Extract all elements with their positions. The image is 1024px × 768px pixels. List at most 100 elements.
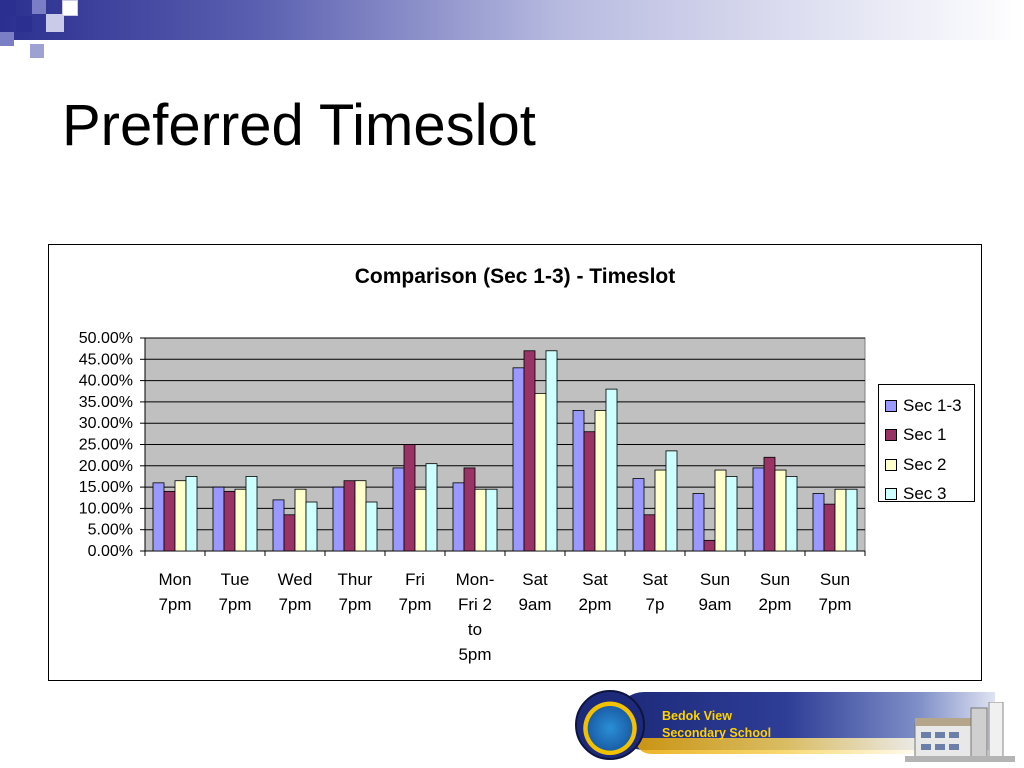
school-name-line: Bedok View bbox=[662, 709, 732, 723]
x-tick-label: 7pm bbox=[818, 595, 851, 614]
decorative-square bbox=[0, 32, 14, 46]
bar bbox=[403, 444, 416, 552]
x-tick-label: 7pm bbox=[158, 595, 191, 614]
school-name: Bedok View Secondary School bbox=[662, 708, 771, 742]
x-tick-label: Fri bbox=[405, 570, 425, 589]
x-tick-label: 7pm bbox=[218, 595, 251, 614]
y-tick-label: 30.00% bbox=[79, 415, 133, 432]
bar bbox=[632, 478, 645, 552]
bar bbox=[234, 488, 247, 552]
x-tick-label: Sat bbox=[582, 570, 608, 589]
bar bbox=[703, 539, 716, 552]
x-tick-label: 7pm bbox=[278, 595, 311, 614]
bar bbox=[452, 482, 465, 552]
footer-wave bbox=[635, 738, 935, 754]
bar bbox=[654, 469, 667, 552]
bar bbox=[823, 503, 836, 552]
chart-legend: Sec 1-3 Sec 1 Sec 2 Sec 3 bbox=[878, 384, 975, 503]
bar bbox=[272, 499, 285, 552]
bar bbox=[785, 476, 798, 552]
bar bbox=[185, 476, 198, 552]
x-tick-label: 7pm bbox=[398, 595, 431, 614]
bar bbox=[523, 350, 536, 552]
school-building-icon bbox=[905, 702, 1015, 762]
bar bbox=[845, 488, 858, 552]
y-tick-label: 45.00% bbox=[79, 351, 133, 368]
bar bbox=[774, 469, 787, 552]
x-tick-label: 9am bbox=[698, 595, 731, 614]
x-tick-label: to bbox=[468, 620, 482, 639]
bar bbox=[305, 501, 318, 552]
bar bbox=[283, 514, 296, 552]
decorative-square bbox=[32, 0, 46, 14]
school-name-line: Secondary School bbox=[662, 726, 772, 740]
bar bbox=[485, 488, 498, 552]
bar bbox=[834, 488, 847, 552]
x-tick-label: Mon- bbox=[456, 570, 495, 589]
bar bbox=[605, 388, 618, 552]
x-tick-label: 5pm bbox=[458, 645, 491, 664]
bar bbox=[545, 350, 558, 552]
legend-label: Sec 3 bbox=[903, 484, 947, 504]
decorative-square bbox=[0, 0, 16, 16]
decorative-square bbox=[62, 0, 78, 16]
y-tick-label: 15.00% bbox=[79, 479, 133, 496]
bar bbox=[223, 490, 236, 552]
decorative-square bbox=[16, 16, 32, 32]
bar bbox=[714, 469, 727, 552]
legend-item: Sec 3 bbox=[885, 480, 974, 510]
bar bbox=[512, 367, 525, 552]
x-tick-label: 7p bbox=[646, 595, 665, 614]
x-tick-label: Fri 2 bbox=[458, 595, 492, 614]
chart-title: Comparison (Sec 1-3) - Timeslot bbox=[354, 265, 676, 288]
legend-swatch bbox=[885, 399, 897, 412]
x-tick-label: Sat bbox=[522, 570, 548, 589]
x-tick-label: 7pm bbox=[338, 595, 371, 614]
x-tick-label: Mon bbox=[158, 570, 191, 589]
y-tick-label: 50.00% bbox=[79, 330, 133, 347]
x-tick-label: Wed bbox=[278, 570, 313, 589]
header-gradient-band bbox=[0, 0, 1024, 40]
decorative-square bbox=[46, 14, 64, 32]
y-tick-label: 5.00% bbox=[88, 522, 133, 539]
bar bbox=[643, 514, 656, 552]
legend-swatch bbox=[885, 458, 897, 471]
bar bbox=[812, 493, 825, 552]
bar bbox=[763, 456, 776, 552]
bar-chart: 0.00% 5.00% 10.00% 15.00% 20.00% 25.00% 30.00%… bbox=[79, 330, 866, 664]
bar bbox=[414, 488, 427, 552]
bar bbox=[425, 463, 438, 552]
bar bbox=[752, 467, 765, 552]
bar bbox=[665, 450, 678, 552]
bar bbox=[354, 480, 367, 552]
bar bbox=[572, 410, 585, 552]
y-tick-label: 25.00% bbox=[79, 437, 133, 454]
bar bbox=[212, 486, 225, 552]
decorative-square bbox=[30, 44, 44, 58]
legend-item: Sec 1 bbox=[885, 421, 974, 451]
x-tick-label: Sun bbox=[820, 570, 850, 589]
legend-swatch bbox=[885, 429, 897, 442]
bar bbox=[392, 467, 405, 552]
bar bbox=[332, 486, 345, 552]
bar bbox=[594, 410, 607, 552]
bar bbox=[583, 431, 596, 552]
bar bbox=[725, 476, 738, 552]
x-tick-label: 2pm bbox=[758, 595, 791, 614]
x-tick-label: Thur bbox=[338, 570, 373, 589]
y-tick-label: 35.00% bbox=[79, 394, 133, 411]
bar bbox=[463, 467, 476, 552]
slide-title: Preferred Timeslot bbox=[62, 93, 536, 158]
x-tick-label: 9am bbox=[518, 595, 551, 614]
y-tick-label: 0.00% bbox=[88, 543, 133, 560]
legend-label: Sec 1 bbox=[903, 425, 947, 445]
y-tick-label: 10.00% bbox=[79, 500, 133, 517]
y-tick-label: 20.00% bbox=[79, 458, 133, 475]
legend-item: Sec 2 bbox=[885, 450, 974, 480]
chart-container: Comparison (Sec 1-3) - Timeslot 0.00% 5.0… bbox=[48, 244, 982, 681]
bar bbox=[245, 476, 258, 552]
x-tick-label: Tue bbox=[221, 570, 250, 589]
bar bbox=[174, 480, 187, 552]
x-tick-label: Sun bbox=[760, 570, 790, 589]
bar bbox=[692, 493, 705, 552]
